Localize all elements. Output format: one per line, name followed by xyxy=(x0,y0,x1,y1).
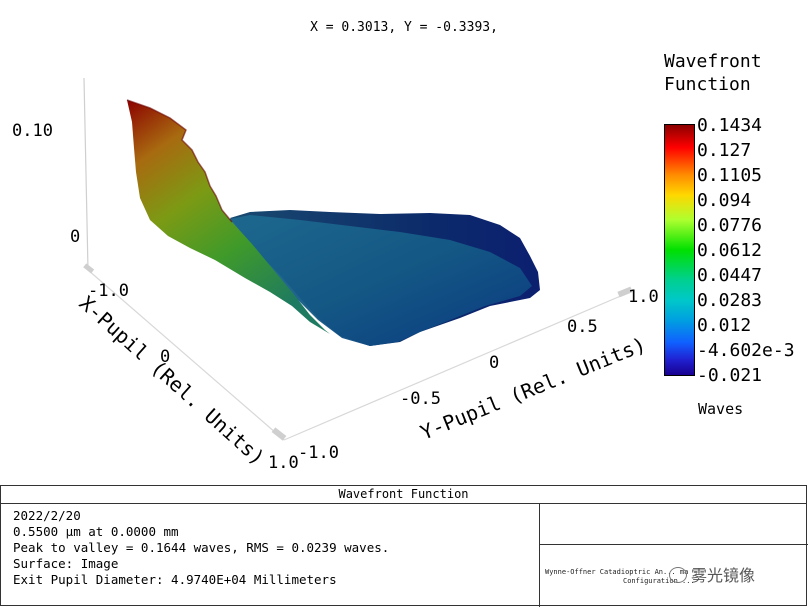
colorbar-tick-10: -0.021 xyxy=(697,365,763,386)
colorbar-title-line2: Function xyxy=(664,74,751,95)
axis-end-handle-3 xyxy=(83,263,95,274)
x-tick-2: 1.0 xyxy=(268,453,299,473)
info-surface: Surface: Image xyxy=(13,556,119,571)
info-system-line1: Wynne-Offner Catadioptric An... ma xyxy=(545,568,689,576)
info-wavelength: 0.5500 µm at 0.0000 mm xyxy=(13,524,179,539)
info-peak-to-valley: Peak to valley = 0.1644 waves, RMS = 0.0… xyxy=(13,540,390,555)
colorbar-units: Waves xyxy=(698,400,744,418)
watermark-text: 雾光镜像 xyxy=(691,566,756,585)
colorbar-gradient xyxy=(664,124,695,376)
y-tick-0: -1.0 xyxy=(298,443,339,463)
colorbar-tick-9: -4.602e-3 xyxy=(697,340,795,361)
colorbar-tick-8: 0.012 xyxy=(697,315,752,336)
y-tick-2: 0 xyxy=(489,353,499,373)
z-axis-line xyxy=(83,77,89,271)
y-axis-label: Y-Pupil (Rel. Units) xyxy=(417,332,649,444)
colorbar-tick-5: 0.0612 xyxy=(697,240,763,261)
colorbar-tick-6: 0.0447 xyxy=(697,265,763,286)
y-tick-1: -0.5 xyxy=(400,389,441,409)
y-axis-line xyxy=(283,291,631,441)
y-tick-3: 0.5 xyxy=(567,317,598,337)
watermark: 雾光镜像 xyxy=(669,562,755,586)
info-system-line2: Configuration ... xyxy=(623,577,695,585)
info-panel-title: Wavefront Function xyxy=(1,486,806,504)
colorbar-tick-1: 0.127 xyxy=(697,140,752,161)
colorbar-title: Wavefront Function xyxy=(664,50,762,96)
info-date: 2022/2/20 xyxy=(13,508,81,523)
x-tick-0: -1.0 xyxy=(88,281,129,301)
surface-plot[interactable]: 0 0.10 -1.0 0 1.0 -1.0 -0.5 0 0.5 1.0 X-… xyxy=(0,0,808,485)
info-divider xyxy=(539,504,540,607)
y-tick-4: 1.0 xyxy=(628,287,659,307)
cursor-readout: X = 0.3013, Y = -0.3393, xyxy=(310,20,498,35)
colorbar-tick-0: 0.1434 xyxy=(697,115,763,136)
axis-end-handle-1 xyxy=(271,427,287,441)
colorbar-tick-7: 0.0283 xyxy=(697,290,763,311)
colorbar-title-line1: Wavefront xyxy=(664,51,762,72)
colorbar-tick-4: 0.0776 xyxy=(697,215,763,236)
axis-end-handle-2 xyxy=(617,286,633,298)
x-axis-label: X-Pupil (Rel. Units) xyxy=(75,291,270,470)
surface-wall xyxy=(127,100,330,334)
info-system-name: Wynne-Offner Catadioptric An... ma Confi… xyxy=(545,568,695,586)
surface-ridge xyxy=(126,99,233,223)
x-axis-line xyxy=(87,269,285,441)
watermark-icon xyxy=(669,567,687,583)
wavefront-surface xyxy=(126,99,540,346)
colorbar-tick-2: 0.1105 xyxy=(697,165,763,186)
info-panel-text: 2022/2/20 0.5500 µm at 0.0000 mm Peak to… xyxy=(13,508,389,588)
z-tick-0: 0 xyxy=(70,227,80,247)
colorbar-tick-3: 0.094 xyxy=(697,190,752,211)
info-system-divider xyxy=(539,544,808,545)
x-tick-1: 0 xyxy=(160,347,170,367)
surface-bowl xyxy=(215,215,532,346)
info-exit-pupil: Exit Pupil Diameter: 4.9740E+04 Millimet… xyxy=(13,572,337,587)
z-tick-1: 0.10 xyxy=(12,121,53,141)
info-panel: Wavefront Function 2022/2/20 0.5500 µm a… xyxy=(0,485,808,607)
